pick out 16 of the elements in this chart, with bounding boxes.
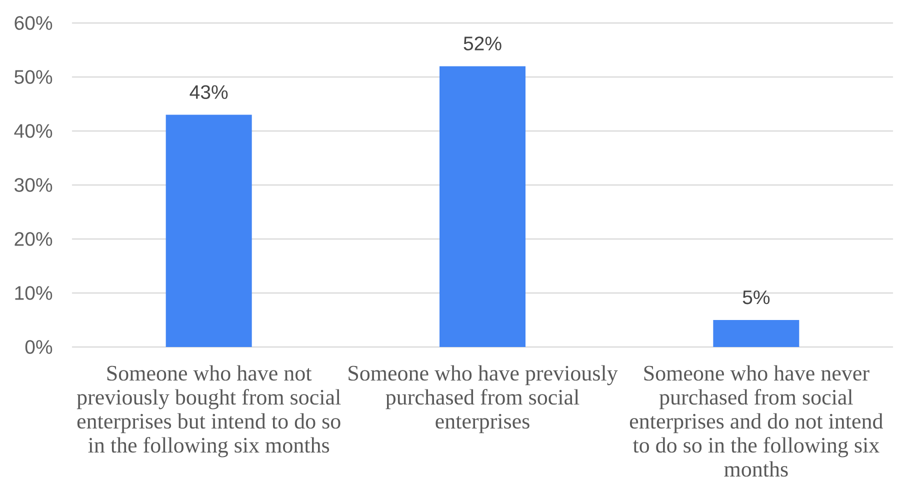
data-label: 43% (190, 85, 228, 99)
y-tick-label: 20% (14, 232, 52, 246)
y-tick-label: 40% (14, 124, 52, 138)
x-tick-label: Someone who have not previously bought from social enterprises but intend to do so in the following six months (76, 365, 341, 458)
y-tick-label: 0% (25, 340, 52, 354)
data-label: 5% (742, 290, 770, 304)
bar (440, 66, 526, 347)
bar (713, 320, 800, 347)
bar (166, 114, 252, 347)
y-tick-label: 10% (15, 286, 52, 300)
y-tick-label: 30% (14, 178, 52, 192)
x-tick-label: Someone who have previously purchased from social enterprises (348, 365, 618, 434)
y-tick-label: 60% (14, 16, 52, 30)
y-tick-label: 50% (14, 70, 52, 84)
data-label: 52% (464, 36, 502, 50)
x-tick-label: Someone who have never purchased from social enterprises and do not intend to do so in the following six months (630, 365, 883, 477)
